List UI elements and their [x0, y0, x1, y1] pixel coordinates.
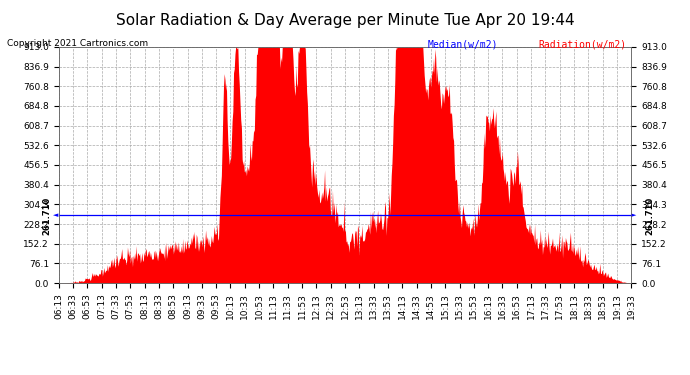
Text: Median(w/m2): Median(w/m2) [428, 39, 498, 50]
Text: Radiation(w/m2): Radiation(w/m2) [538, 39, 627, 50]
Text: Solar Radiation & Day Average per Minute Tue Apr 20 19:44: Solar Radiation & Day Average per Minute… [116, 13, 574, 28]
Text: ►: ► [631, 212, 637, 218]
Text: Copyright 2021 Cartronics.com: Copyright 2021 Cartronics.com [7, 39, 148, 48]
Text: 261.710: 261.710 [646, 196, 655, 234]
Text: ◄: ◄ [53, 212, 59, 218]
Text: 261.710: 261.710 [43, 196, 52, 234]
